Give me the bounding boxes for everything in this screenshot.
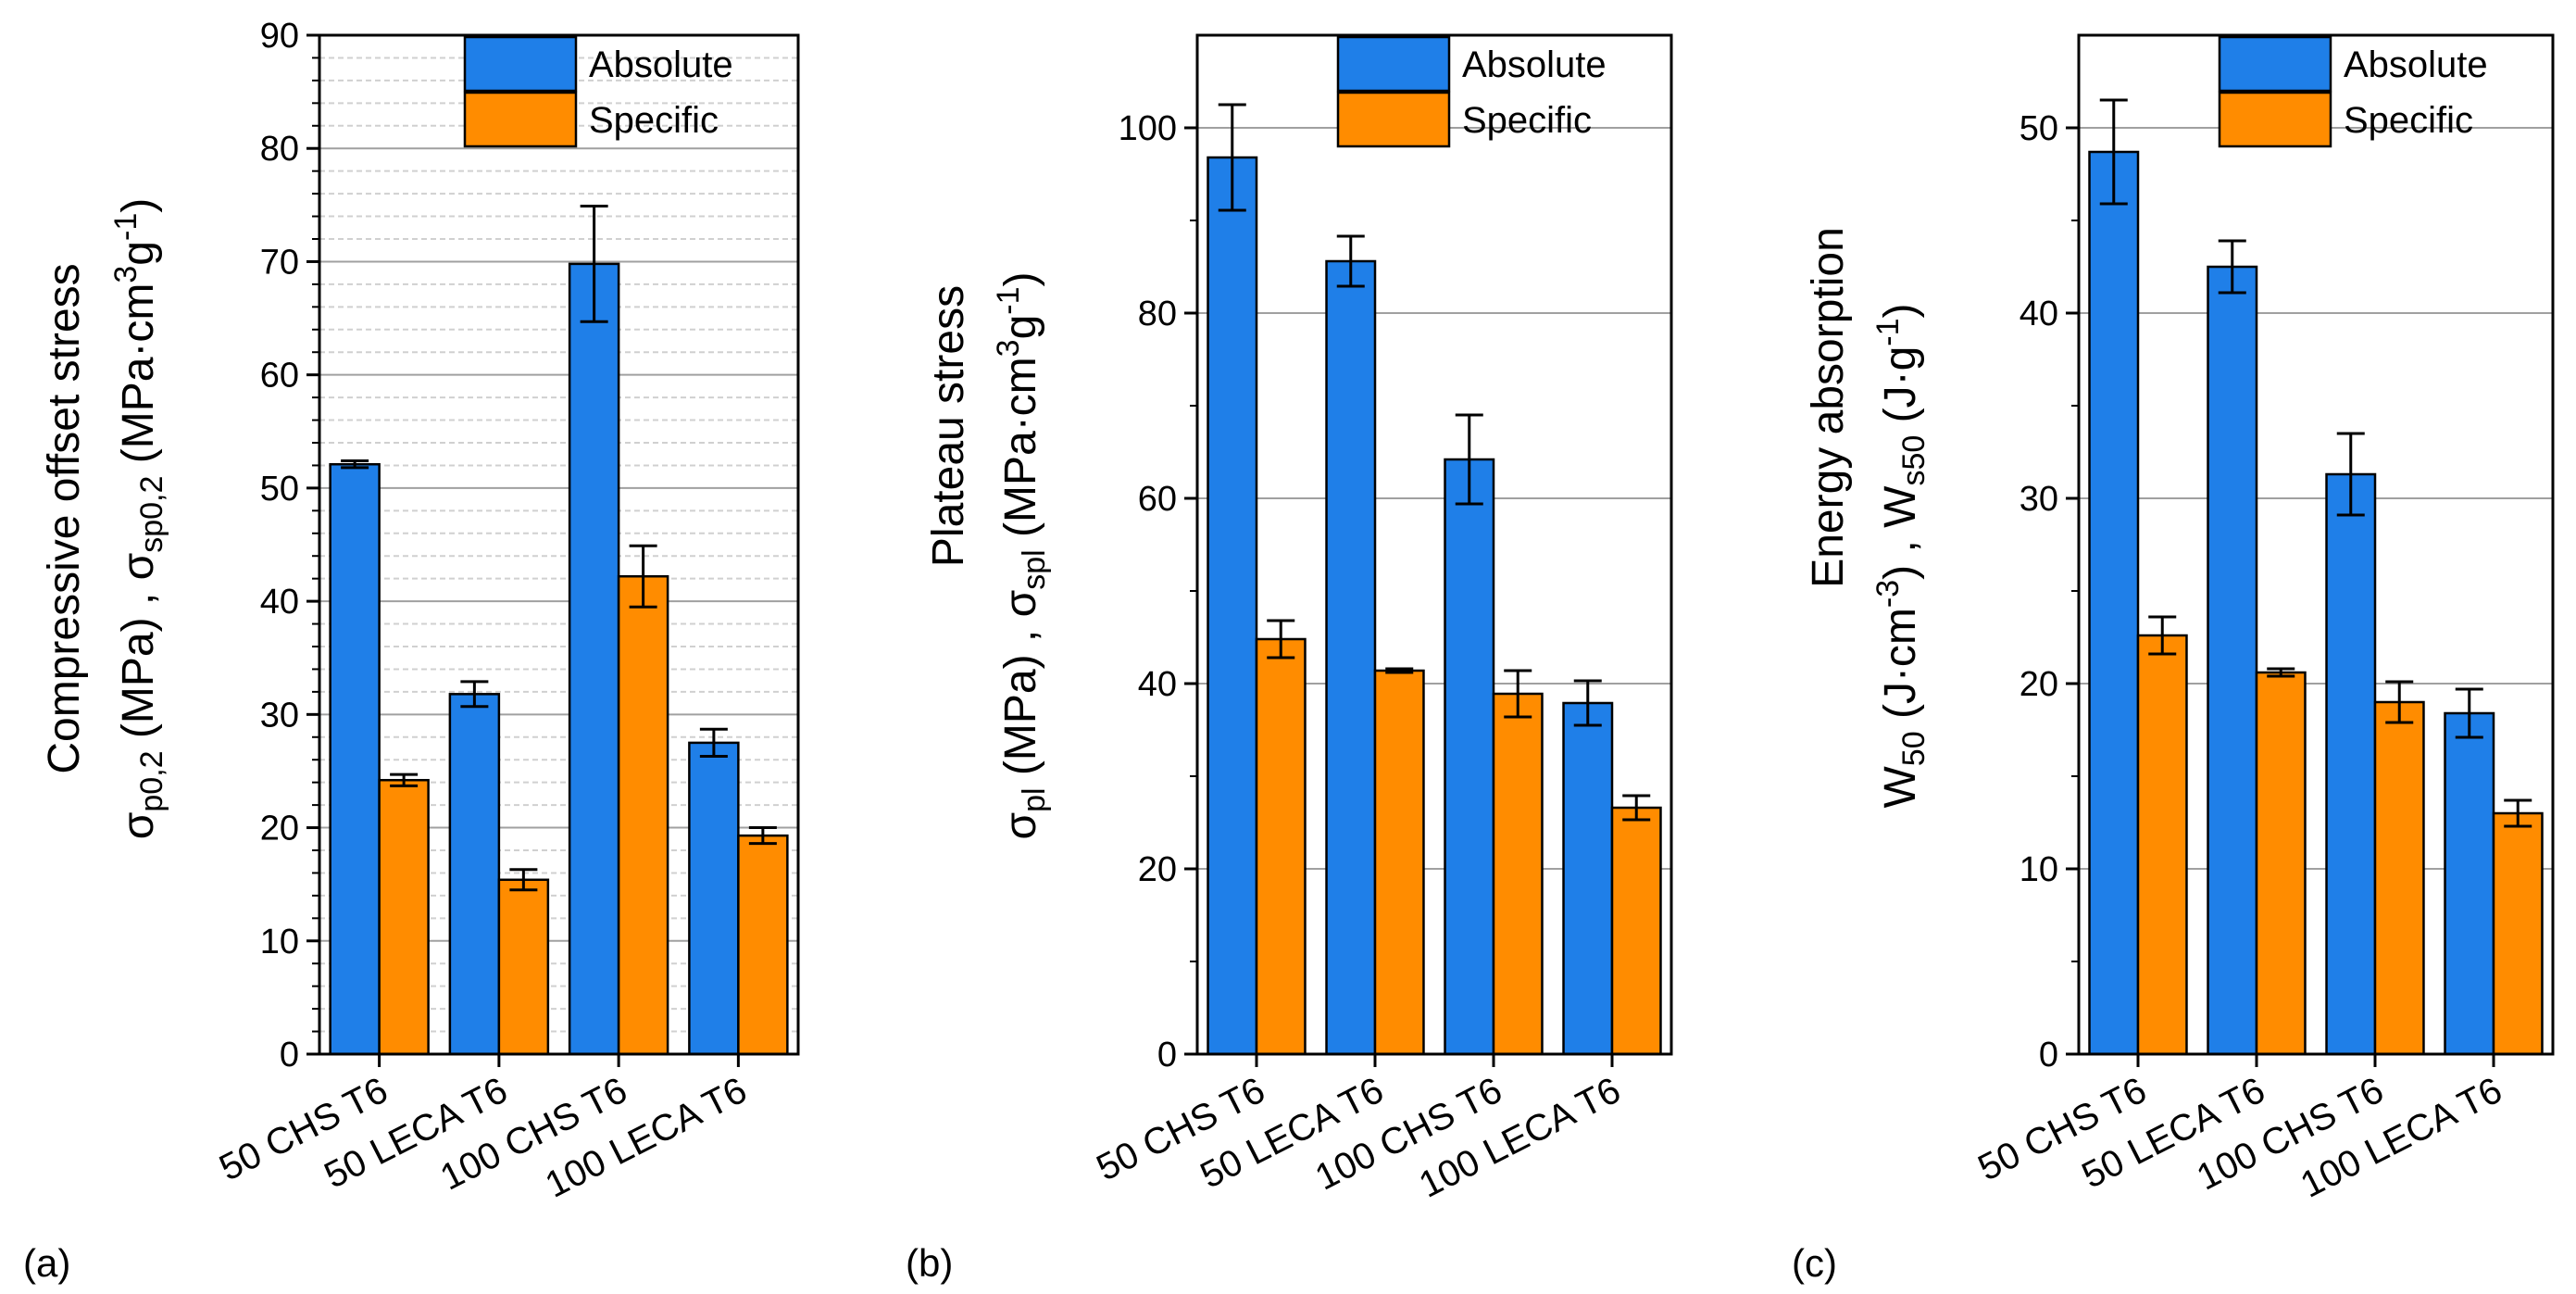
- bar-specific-3: [737, 834, 789, 1056]
- legend-swatch-specific: [463, 91, 578, 148]
- panel-b: Plateau stress σpl (MPa) , σspl (MPa·cm3…: [906, 33, 1673, 1285]
- bar-absolute-0: [329, 462, 381, 1056]
- bar-absolute-1: [2207, 265, 2258, 1056]
- panel-c: Energy absorption W50 (J·cm-3) , Ws50 (J…: [1792, 33, 2555, 1285]
- y-tick-label: 20: [1138, 850, 1177, 889]
- y-tick-label: 70: [260, 243, 299, 282]
- y-tick-label: 30: [2020, 480, 2058, 519]
- y-tick-label: 40: [2020, 295, 2058, 333]
- y-tick-label: 60: [260, 357, 299, 396]
- plot-frame: [2077, 33, 2555, 1056]
- ylabel-c: Energy absorption: [1804, 227, 1853, 588]
- bar-specific-2: [2373, 700, 2425, 1056]
- bar-absolute-2: [1444, 458, 1495, 1056]
- y-tick-label: 80: [1138, 295, 1177, 333]
- y-tick-label: 0: [280, 1036, 299, 1074]
- bar-absolute-0: [1207, 156, 1258, 1056]
- legend-swatch-absolute: [2218, 35, 2332, 93]
- ylabel-c-symbols: W50 (J·cm-3) , Ws50 (J·g-1): [1870, 303, 1932, 808]
- y-tick-label: 50: [2020, 109, 2058, 148]
- y-tick-label: 30: [260, 696, 299, 735]
- bar-absolute-0: [2088, 150, 2140, 1056]
- bar-specific-1: [497, 878, 550, 1056]
- ylabel-b-symbols: σpl (MPa) , σspl (MPa·cm3g-1): [991, 271, 1052, 839]
- ylabel-a: Compressive offset stress: [40, 263, 89, 773]
- bar-specific-3: [1610, 806, 1662, 1056]
- legend: Absolute Specific: [1336, 35, 1607, 148]
- plot-frame: [1195, 33, 1673, 1056]
- legend: Absolute Specific: [2218, 35, 2488, 148]
- legend-label-absolute: Absolute: [1462, 44, 1607, 85]
- ylabel-a-symbols: σp0,2 (MPa) , σsp0,2 (MPa·cm3g-1): [108, 198, 169, 839]
- y-tick-label: 10: [260, 923, 299, 961]
- legend-label-specific: Specific: [589, 100, 719, 141]
- y-tick-label: 40: [260, 583, 299, 622]
- y-tick-label: 20: [2020, 665, 2058, 704]
- panel-label-b: (b): [906, 1241, 953, 1285]
- bar-specific-0: [1255, 637, 1307, 1056]
- bar-absolute-2: [568, 262, 620, 1056]
- bar-specific-1: [2255, 671, 2307, 1056]
- bar-specific-0: [2136, 634, 2188, 1056]
- y-tick-label: 0: [1157, 1036, 1177, 1074]
- y-tick-label: 60: [1138, 480, 1177, 519]
- y-tick-label: 0: [2039, 1036, 2058, 1074]
- y-tick-label: 10: [2020, 850, 2058, 889]
- bar-specific-0: [378, 778, 430, 1056]
- ylabel-b: Plateau stress: [924, 285, 973, 567]
- panel-a: Compressive offset stress σp0,2 (MPa) , …: [23, 17, 800, 1285]
- bar-absolute-3: [688, 741, 740, 1056]
- bar-specific-1: [1373, 669, 1425, 1056]
- legend-swatch-absolute: [1336, 35, 1451, 93]
- bar-absolute-3: [1562, 701, 1614, 1056]
- y-tick-label: 100: [1119, 109, 1177, 148]
- legend-swatch-absolute: [463, 35, 578, 93]
- bar-specific-2: [1492, 692, 1544, 1056]
- legend-label-specific: Specific: [1462, 100, 1592, 141]
- y-tick-label: 50: [260, 470, 299, 509]
- legend-swatch-specific: [1336, 91, 1451, 148]
- plot-frame: [318, 33, 800, 1056]
- bar-absolute-3: [2444, 711, 2495, 1056]
- panel-label-c: (c): [1792, 1241, 1837, 1285]
- panel-label-a: (a): [23, 1241, 70, 1285]
- legend-label-specific: Specific: [2344, 100, 2473, 141]
- y-tick-label: 90: [260, 17, 299, 56]
- y-tick-label: 80: [260, 130, 299, 169]
- legend-label-absolute: Absolute: [2344, 44, 2488, 85]
- bar-specific-3: [2492, 811, 2544, 1056]
- bar-absolute-1: [448, 693, 501, 1056]
- bar-absolute-2: [2325, 472, 2377, 1056]
- legend: Absolute Specific: [463, 35, 733, 148]
- y-tick-label: 20: [260, 810, 299, 848]
- bar-absolute-1: [1325, 259, 1377, 1056]
- y-tick-label: 40: [1138, 665, 1177, 704]
- legend-swatch-specific: [2218, 91, 2332, 148]
- legend-label-absolute: Absolute: [589, 44, 733, 85]
- bar-specific-2: [617, 574, 669, 1056]
